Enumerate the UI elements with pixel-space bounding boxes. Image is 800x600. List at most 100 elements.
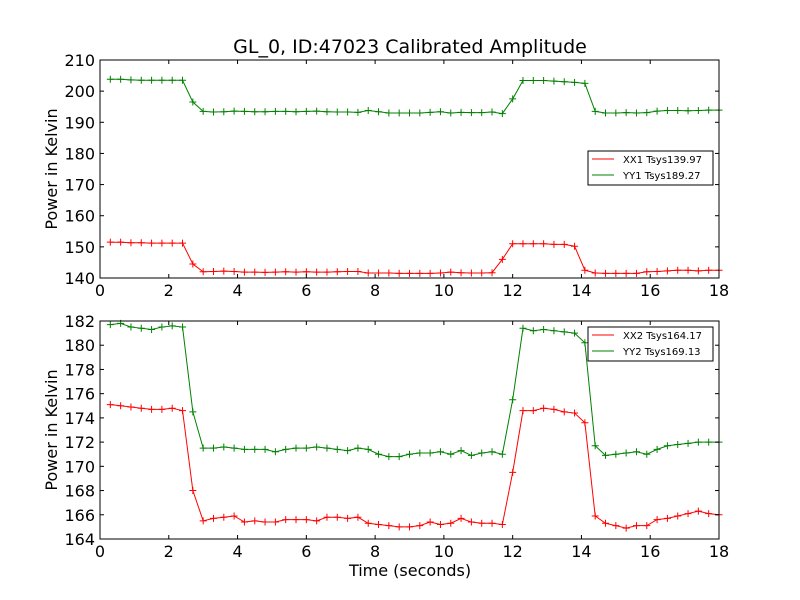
bottom-data-point <box>158 323 166 331</box>
bottom-legend-box <box>587 326 714 362</box>
bottom-data-point <box>674 512 682 520</box>
bottom-data-point <box>591 442 599 450</box>
bottom-data-point <box>137 404 145 412</box>
bottom-data-point <box>261 445 269 453</box>
top-x-tick-label: 4 <box>232 281 242 300</box>
bottom-data-point <box>240 445 248 453</box>
top-x-tick-label: 18 <box>709 281 729 300</box>
bottom-data-point <box>694 438 702 446</box>
bottom-data-point <box>488 519 496 527</box>
top-data-point <box>447 268 455 276</box>
bottom-y-tick-label: 178 <box>64 360 95 379</box>
chart-title: GL_0, ID:47023 Calibrated Amplitude <box>233 36 587 58</box>
top-data-point <box>612 269 620 277</box>
top-data-point <box>653 107 661 115</box>
bottom-data-point <box>622 449 630 457</box>
bottom-data-point <box>663 514 671 522</box>
bottom-data-point <box>529 327 537 335</box>
top-data-point <box>509 240 517 248</box>
top-data-point <box>581 266 589 274</box>
bottom-data-point <box>179 323 187 331</box>
top-data-point <box>694 267 702 275</box>
top-data-point <box>354 267 362 275</box>
top-data-point <box>457 269 465 277</box>
top-data-point <box>106 238 114 246</box>
top-y-tick-label: 140 <box>64 269 95 288</box>
bottom-data-point <box>282 445 290 453</box>
bottom-data-point <box>375 450 383 458</box>
bottom-data-point <box>292 444 300 452</box>
bottom-data-point <box>230 512 238 520</box>
bottom-data-point <box>333 513 341 521</box>
bottom-data-point <box>313 443 321 451</box>
bottom-ticks-layer: 0 2 4 6 8 10 12 14 16 18 164 166 168 170 172 174 176 178 1… <box>64 312 729 561</box>
top-data-point <box>684 266 692 274</box>
bottom-data-point <box>602 451 610 459</box>
top-data-point <box>209 108 217 116</box>
top-data-point <box>498 110 506 118</box>
top-data-point <box>385 269 393 277</box>
bottom-data-point <box>488 448 496 456</box>
bottom-data-point <box>560 328 568 336</box>
top-x-tick-label: 16 <box>640 281 660 300</box>
bottom-data-point <box>632 522 640 530</box>
bottom-data-point <box>457 447 465 455</box>
bottom-legend-label-yy2: YY2 Tsys169.13 <box>622 347 701 358</box>
bottom-data-point <box>354 513 362 521</box>
bottom-data-point <box>581 339 589 347</box>
top-data-point <box>663 106 671 114</box>
bottom-data-point <box>199 517 207 525</box>
top-data-point <box>302 107 310 115</box>
bottom-x-tick-label: 10 <box>434 542 454 561</box>
top-x-tick-label: 6 <box>301 281 311 300</box>
top-data-point <box>179 239 187 247</box>
bottom-y-tick-label: 166 <box>64 506 95 525</box>
bottom-data-point <box>240 518 248 526</box>
bottom-series-layer <box>106 319 723 532</box>
bottom-data-point <box>571 409 579 417</box>
top-data-point <box>426 108 434 116</box>
bottom-data-point <box>385 453 393 461</box>
top-data-point <box>282 268 290 276</box>
bottom-data-point <box>674 441 682 449</box>
bottom-y-tick-label: 180 <box>64 336 95 355</box>
bottom-data-point <box>168 322 176 330</box>
bottom-data-point <box>127 323 135 331</box>
bottom-data-point <box>354 444 362 452</box>
top-x-tick-label: 2 <box>164 281 174 300</box>
top-data-point <box>498 255 506 263</box>
bottom-y-tick-label: 176 <box>64 385 95 404</box>
bottom-data-point <box>251 445 259 453</box>
bottom-y-tick-label: 182 <box>64 312 95 331</box>
top-data-point <box>467 269 475 277</box>
bottom-x-tick-label: 16 <box>640 542 660 561</box>
top-data-point <box>674 106 682 114</box>
bottom-data-point <box>498 450 506 458</box>
top-data-point <box>385 109 393 117</box>
top-data-point <box>148 239 156 247</box>
top-data-point <box>509 95 517 103</box>
top-data-point <box>488 108 496 116</box>
bottom-y-tick-label: 164 <box>64 530 95 549</box>
bottom-data-point <box>560 408 568 416</box>
top-data-point <box>612 109 620 117</box>
bottom-data-point <box>684 439 692 447</box>
top-data-point <box>416 269 424 277</box>
bottom-x-tick-label: 2 <box>164 542 174 561</box>
top-ticks-layer: 0 2 4 6 8 10 12 14 16 18 140 150 160 170 180 190 200 210 <box>64 51 729 300</box>
bottom-data-point <box>364 519 372 527</box>
top-x-tick-label: 12 <box>502 281 522 300</box>
bottom-data-point <box>467 451 475 459</box>
top-data-point <box>694 106 702 114</box>
top-data-point <box>117 238 125 246</box>
top-data-point <box>436 108 444 116</box>
bottom-data-point <box>447 519 455 527</box>
top-y-tick-label: 200 <box>64 82 95 101</box>
bottom-data-point <box>540 325 548 333</box>
bottom-data-point <box>189 408 197 416</box>
bottom-data-point <box>106 321 114 329</box>
bottom-legend: XX2 Tsys164.17 YY2 Tsys169.13 <box>587 326 714 362</box>
top-data-point <box>416 109 424 117</box>
top-data-point <box>209 267 217 275</box>
